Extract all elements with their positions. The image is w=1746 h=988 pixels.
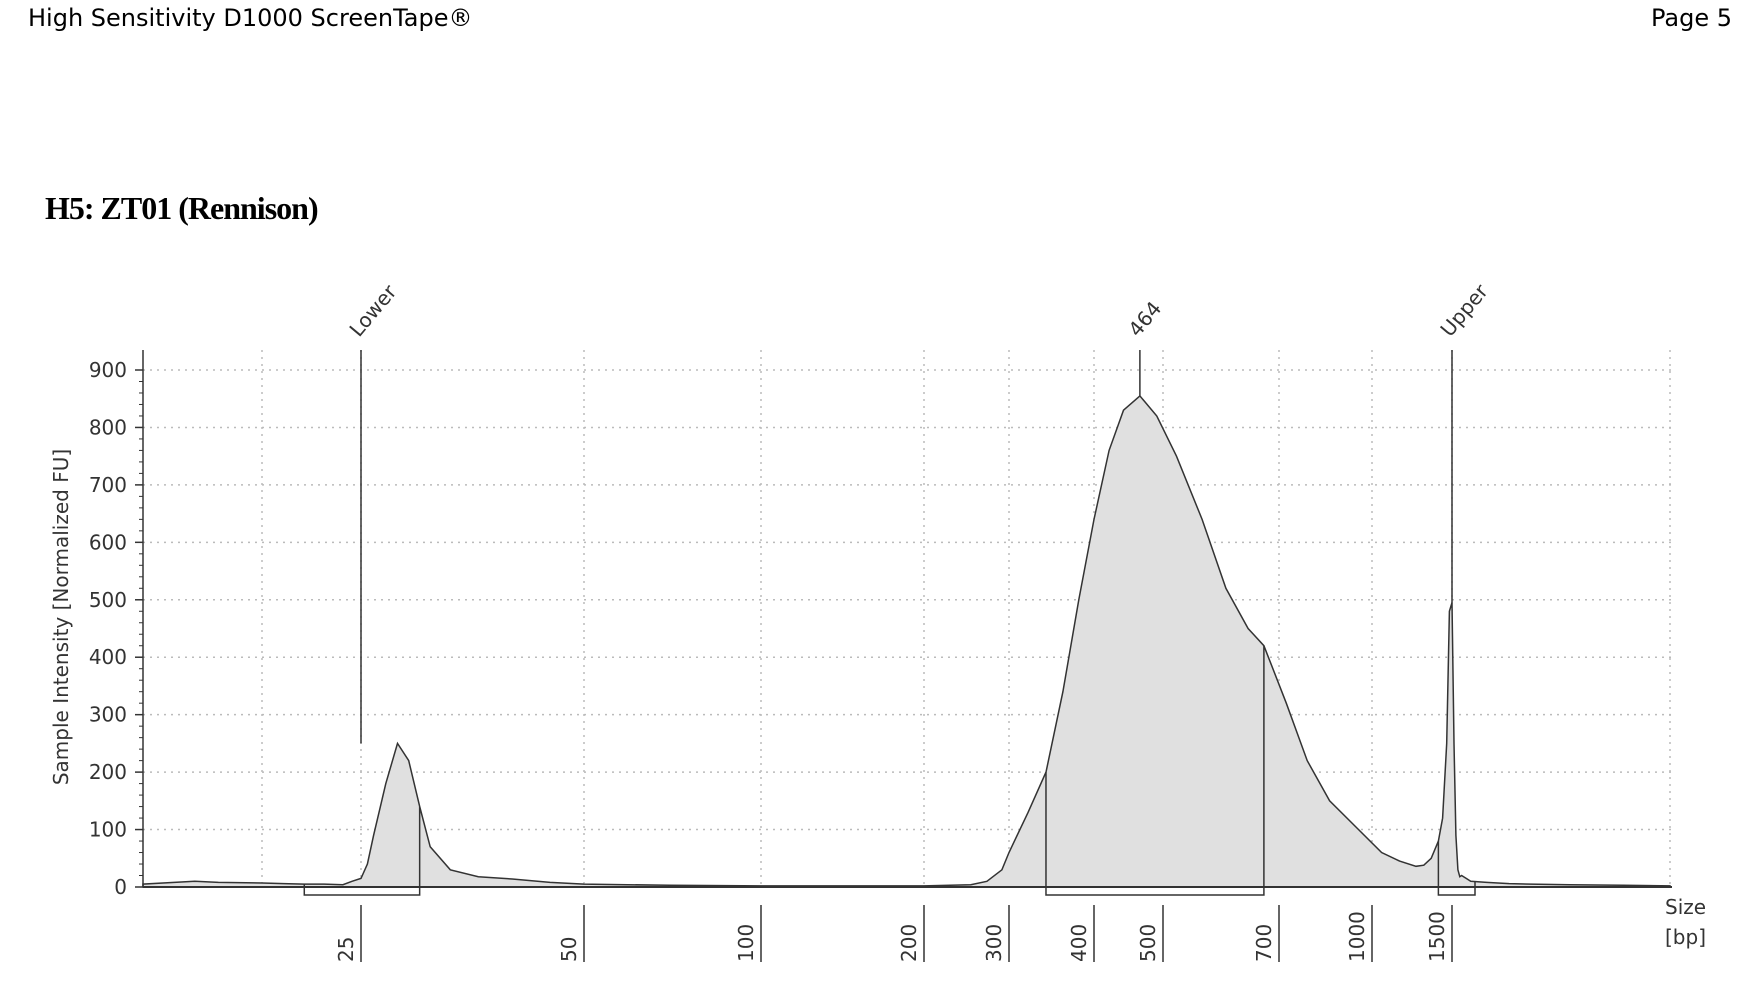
x-tick-label: 700 — [1252, 924, 1276, 962]
x-tick-label: 1000 — [1345, 911, 1369, 962]
region-box — [303, 886, 421, 896]
page-number: Page 5 — [1651, 4, 1732, 32]
x-tick-label: 200 — [897, 924, 921, 962]
x-tick-label: 100 — [734, 924, 758, 962]
x-tick-label: 25 — [334, 937, 358, 962]
y-tick-label: 100 — [89, 818, 127, 842]
x-tick-label: 300 — [982, 924, 1006, 962]
grid-lines — [143, 350, 1672, 887]
peak-label: Upper — [1435, 279, 1493, 341]
page-header-title: High Sensitivity D1000 ScreenTape® — [28, 4, 473, 32]
trace-fill — [142, 394, 1671, 888]
x-tick-label: 500 — [1136, 924, 1160, 962]
x-tick-label: 1500 — [1425, 911, 1449, 962]
y-tick-label: 300 — [89, 703, 127, 727]
sample-title: H5: ZT01 (Rennison) — [45, 190, 319, 226]
y-tick-label: 500 — [89, 588, 127, 612]
region-box — [1045, 886, 1265, 896]
y-axis-title: Sample Intensity [Normalized FU] — [49, 449, 73, 785]
chart-axes — [135, 350, 1672, 962]
x-axis-title-size: Size — [1665, 895, 1706, 919]
y-tick-label: 400 — [89, 645, 127, 669]
x-tick-label: 50 — [557, 937, 581, 962]
region-box — [1437, 886, 1476, 896]
x-tick-label: 400 — [1067, 924, 1091, 962]
peak-label: Lower — [344, 279, 401, 341]
peak-label: 464 — [1123, 297, 1166, 342]
y-tick-label: 600 — [89, 530, 127, 554]
y-tick-label: 200 — [89, 760, 127, 784]
trace-area — [142, 394, 1671, 888]
y-tick-label: 0 — [114, 875, 127, 899]
y-tick-label: 900 — [89, 358, 127, 382]
x-axis-title-unit: [bp] — [1665, 925, 1706, 949]
y-tick-label: 800 — [89, 415, 127, 439]
y-tick-label: 700 — [89, 473, 127, 497]
peak-markers — [303, 350, 1476, 887]
